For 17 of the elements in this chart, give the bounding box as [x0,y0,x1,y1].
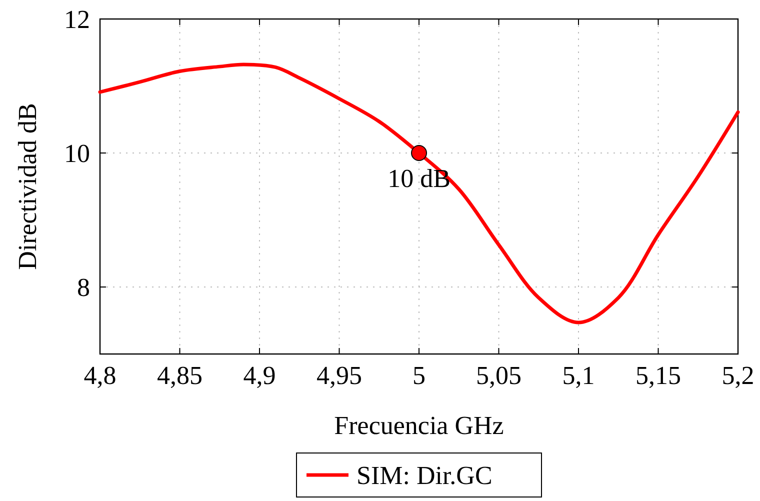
y-tick-label: 10 [64,139,90,168]
y-tick-label: 12 [64,5,90,34]
x-tick-label: 5,1 [562,361,595,390]
x-tick-label: 5,2 [722,361,754,390]
x-tick-label: 5,15 [636,361,681,390]
x-tick-label: 4,95 [316,361,362,390]
x-tick-label: 5 [412,361,426,390]
y-tick-label: 8 [77,273,90,302]
annotation: 10 dB [388,164,450,193]
y-axis-title: Directividad dB [13,103,42,270]
x-tick-label: 4,9 [243,361,276,390]
x-tick-label: 4,8 [84,361,116,390]
x-tick-label: 4,85 [157,361,202,390]
x-tick-label: 5,05 [476,361,522,390]
x-axis-title: Frecuencia GHz [334,411,504,440]
legend-label: SIM: Dir.GC [356,461,492,490]
line-series [98,62,740,324]
